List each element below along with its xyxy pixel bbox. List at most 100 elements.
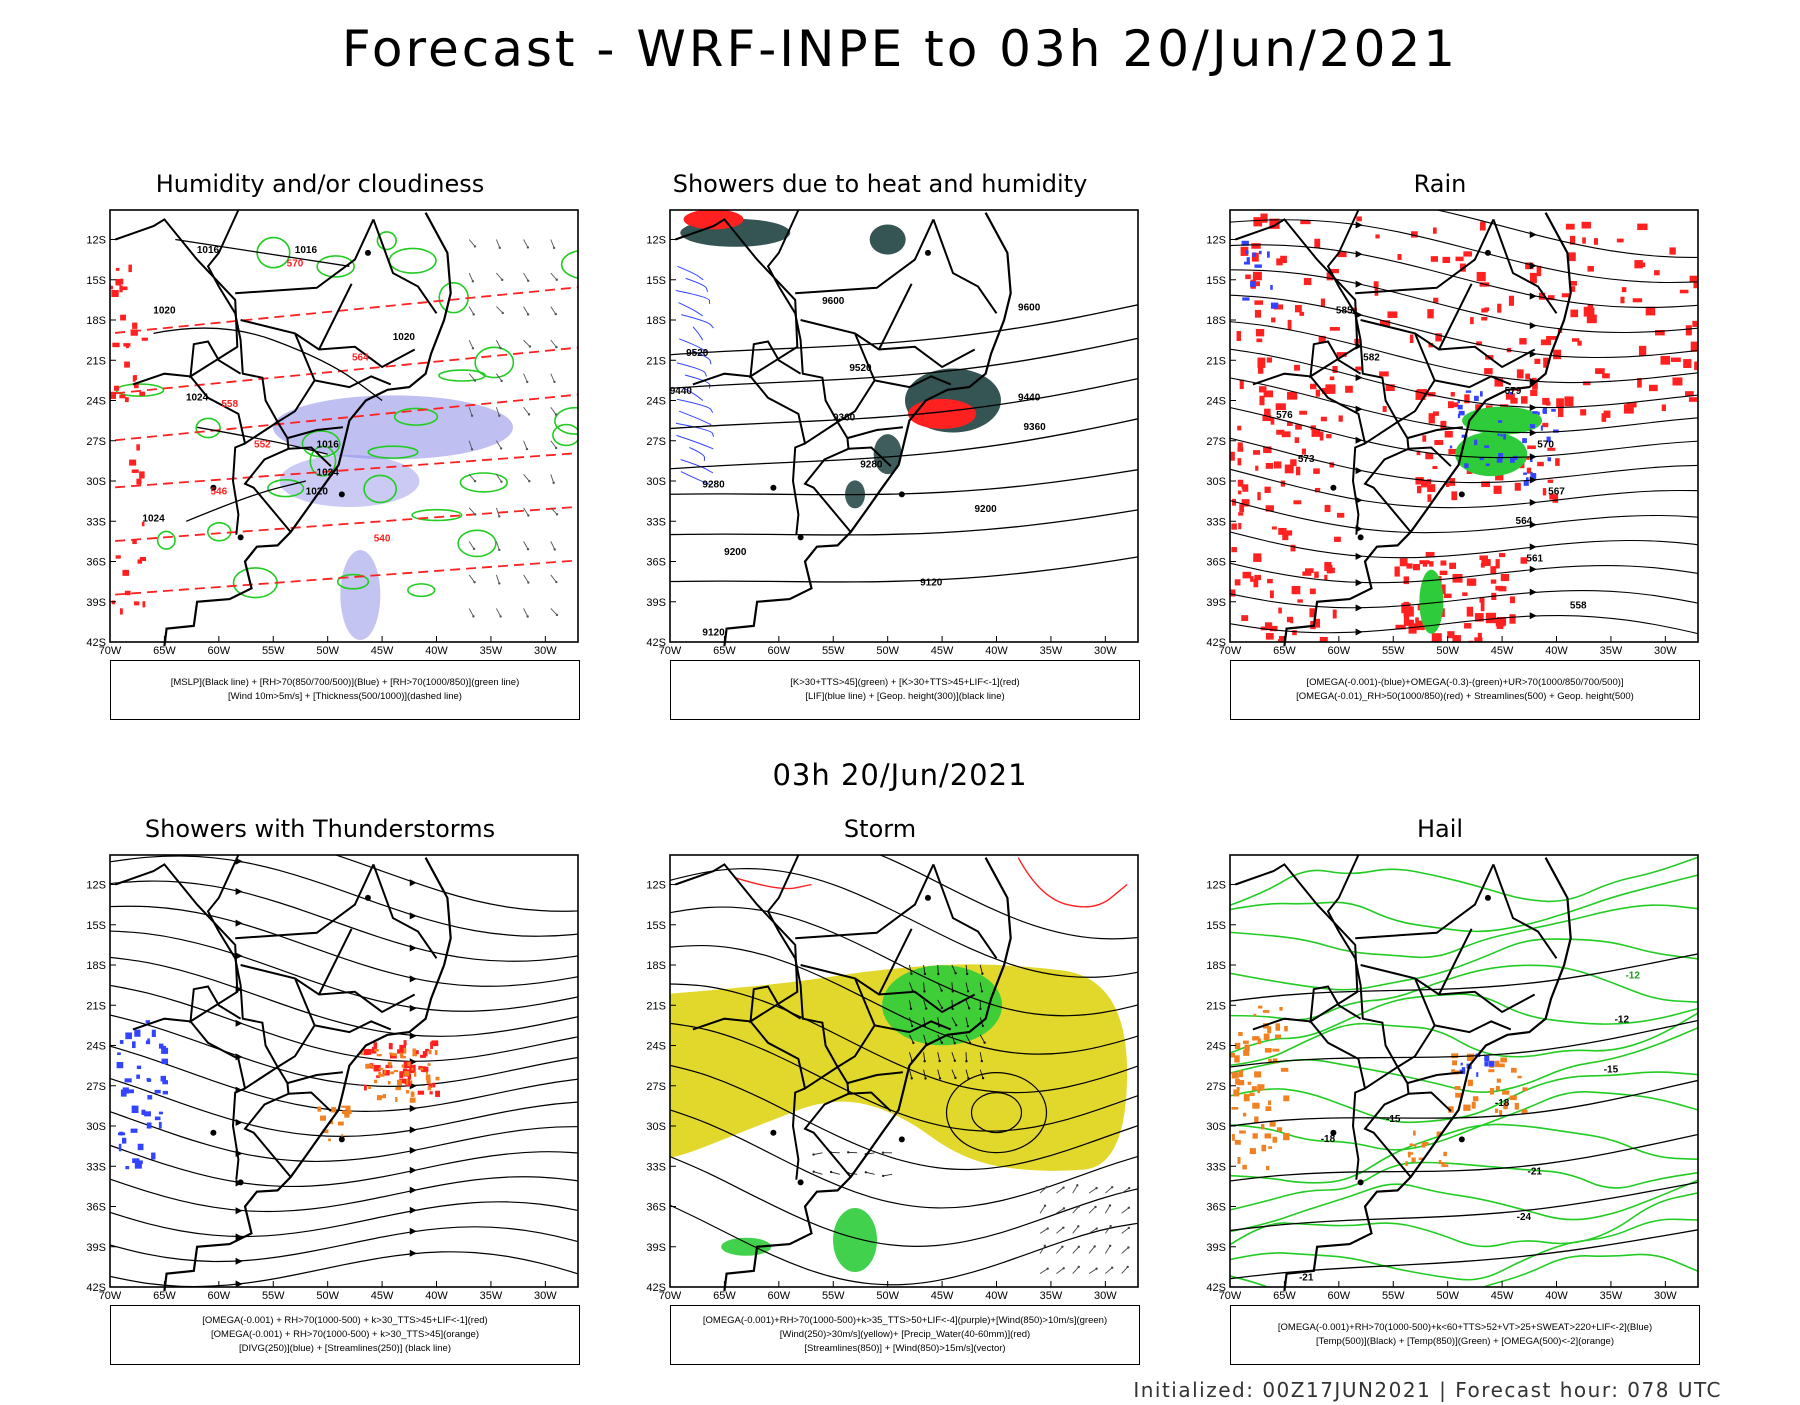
state-border xyxy=(1361,320,1535,367)
lon-label: 30W xyxy=(1094,645,1117,657)
field-cell xyxy=(364,1085,367,1091)
wind-vector xyxy=(524,307,529,315)
wind-vector xyxy=(814,1153,823,1155)
state-border xyxy=(1493,864,1556,958)
field-cell xyxy=(1480,391,1483,396)
wind-vector xyxy=(866,1172,875,1174)
wind-vector-head xyxy=(473,313,475,315)
field-cell xyxy=(1238,458,1242,465)
field-cell xyxy=(1486,613,1496,623)
mslp-contour xyxy=(154,328,383,400)
field-cell xyxy=(1254,264,1261,267)
field-cell xyxy=(162,1080,168,1084)
wind-vector-head xyxy=(1109,1204,1111,1206)
wind-vector xyxy=(551,575,557,582)
field-cell xyxy=(1595,368,1605,374)
field-cell xyxy=(122,1138,126,1144)
field-cell xyxy=(1237,331,1241,341)
lat-label: 12S xyxy=(1206,880,1226,892)
stream-arrow xyxy=(1530,453,1537,460)
state-border xyxy=(233,1088,245,1179)
field-cell xyxy=(1264,487,1270,493)
wind-850-area xyxy=(833,1208,877,1272)
wind-vector xyxy=(1089,1246,1095,1253)
field-cell xyxy=(1484,1056,1489,1061)
field-cell xyxy=(1330,376,1335,380)
field-cell xyxy=(1496,618,1505,626)
field-cell xyxy=(151,1153,155,1160)
field-cell xyxy=(1256,329,1264,336)
field-cell xyxy=(1270,285,1273,290)
field-cell xyxy=(141,1110,145,1115)
wind-vector xyxy=(496,608,500,616)
wind-vector xyxy=(1122,1208,1129,1213)
lat-label: 30S xyxy=(646,1121,666,1133)
lat-label: 24S xyxy=(646,1041,666,1053)
wind-vector-head xyxy=(982,1077,984,1079)
lon-label: 55W xyxy=(822,645,845,657)
field-cell xyxy=(1230,452,1235,461)
field-cell xyxy=(1235,579,1241,585)
field-cell xyxy=(1649,385,1658,391)
wind-vector-head xyxy=(556,279,558,281)
lon-label: 45W xyxy=(1491,1290,1514,1302)
state-border xyxy=(241,320,415,367)
lon-label: 60W xyxy=(1328,1290,1351,1302)
field-cell xyxy=(1431,256,1438,262)
rh-low-contour xyxy=(389,248,436,273)
field-cell xyxy=(1325,505,1331,512)
field-cell xyxy=(1237,1157,1240,1164)
field-cell xyxy=(162,1059,169,1064)
field-cell xyxy=(1330,327,1340,331)
stream-arrow xyxy=(236,829,243,836)
field-cell xyxy=(1662,405,1666,411)
lat-label: 30S xyxy=(86,1121,106,1133)
field-cell xyxy=(147,1078,150,1081)
lake xyxy=(210,1130,216,1136)
field-cell xyxy=(1243,1050,1249,1056)
wind-vector xyxy=(524,273,529,281)
lake xyxy=(1330,485,1336,491)
wind-vector xyxy=(1089,1269,1097,1274)
field-cell xyxy=(1497,304,1501,313)
field-cell xyxy=(412,1054,417,1057)
wind-vector-head xyxy=(911,1077,913,1079)
lat-label: 27S xyxy=(646,436,666,448)
field-cell xyxy=(1517,369,1524,378)
field-cell xyxy=(1488,1069,1494,1072)
field-cell xyxy=(1265,1133,1272,1138)
lat-label: 15S xyxy=(1206,275,1226,287)
field-cell xyxy=(338,1122,344,1126)
field-cell xyxy=(1586,308,1594,316)
field-cell xyxy=(377,1095,382,1100)
legend-line: [OMEGA(-0.001) + RH>70(1000-500) + k>30_… xyxy=(211,1328,479,1342)
legend-box: [OMEGA(-0.001)+RH>70(1000-500)+k<60+TTS>… xyxy=(1230,1305,1700,1365)
state-border xyxy=(315,376,391,387)
field-cell xyxy=(137,1066,141,1069)
temp-850-contour xyxy=(1219,1092,1698,1150)
lat-label: 24S xyxy=(1206,396,1226,408)
field-cell xyxy=(1521,396,1528,403)
field-cell xyxy=(426,1072,428,1074)
lat-label: 39S xyxy=(86,597,106,609)
lon-label: 70W xyxy=(99,645,122,657)
field-cell xyxy=(125,397,129,402)
wind-vector xyxy=(1105,1246,1110,1254)
state-border xyxy=(115,219,240,376)
wind-vector-head xyxy=(1078,1205,1080,1207)
lon-label: 45W xyxy=(371,645,394,657)
wind-vector-head xyxy=(555,581,557,583)
lake xyxy=(1459,1136,1465,1142)
field-cell xyxy=(116,555,121,558)
field-cell xyxy=(1496,1086,1500,1090)
field-cell xyxy=(1489,1061,1495,1067)
field-cell xyxy=(403,1048,406,1054)
wind-vector xyxy=(469,374,475,381)
field-cell xyxy=(1275,1035,1281,1039)
legend-line: [Streamlines(850)] + [Wind(850)>15m/s](v… xyxy=(804,1342,1005,1356)
field-cell xyxy=(1642,263,1646,267)
wind-vector-head xyxy=(526,448,528,450)
field-cell xyxy=(1414,1144,1416,1147)
wind-vector-head xyxy=(501,279,503,281)
wind-vector-head xyxy=(1109,1245,1111,1247)
